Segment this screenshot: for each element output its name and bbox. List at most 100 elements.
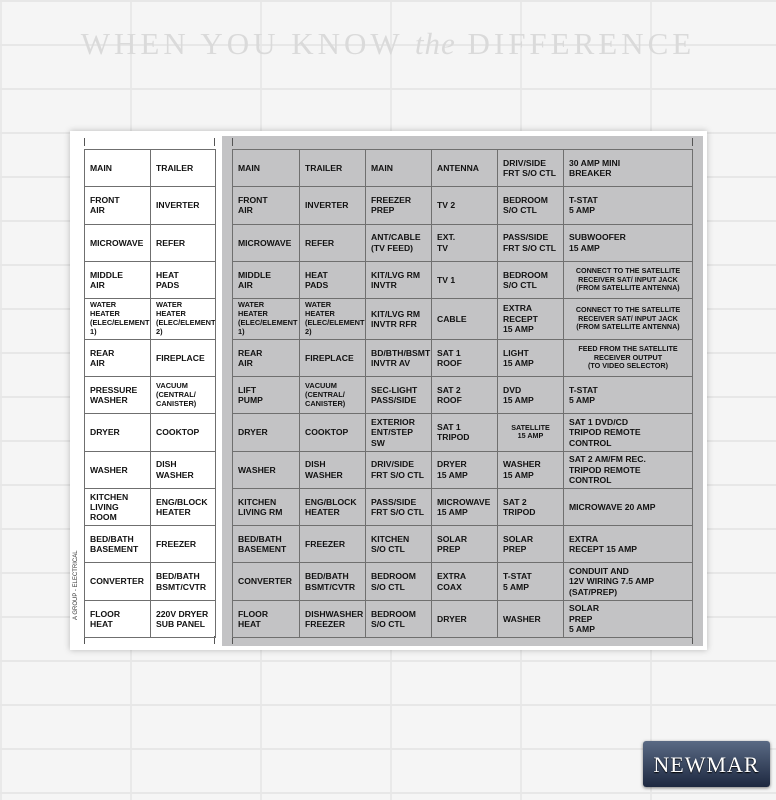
slogan-banner: WHEN YOU KNOW the DIFFERENCE xyxy=(0,26,776,62)
table-cell: BEDROOM S/O CTL xyxy=(365,599,432,639)
table-cell: MAIN xyxy=(365,148,432,188)
table-cell: BEDROOM S/O CTL xyxy=(365,562,432,601)
table-cell: FREEZER PREP xyxy=(365,186,432,225)
table-row: FRONT AIR INVERTER FREEZER PREP TV 2 BEDROOM… xyxy=(232,186,693,225)
table-row: DRYER COOKTOP EXTERIOR ENT/STEP SW SAT 1 TR… xyxy=(232,413,693,452)
table-cell: DISHWASHER FREEZER xyxy=(299,599,366,639)
table-row: FRONT AIR INVERTER xyxy=(84,186,216,225)
table-cell: FLOOR HEAT xyxy=(232,599,300,639)
table-cell: ENG/BLOCK HEATER xyxy=(150,487,216,527)
table-cell: WATER HEATER (ELEC/ELEMENT 2) xyxy=(150,298,216,340)
logo-text: NEWMAR xyxy=(653,752,760,777)
table-cell: REFER xyxy=(299,223,366,262)
crop-mark xyxy=(214,636,215,644)
table-cell: T-STAT 5 AMP xyxy=(497,562,564,601)
table-cell: BEDROOM S/O CTL xyxy=(497,186,564,225)
table-cell: 30 AMP MINI BREAKER xyxy=(563,148,693,188)
table-cell: EXTRA COAX xyxy=(431,562,498,601)
table-cell: REFER xyxy=(150,223,216,262)
table-cell: BED/BATH BASEMENT xyxy=(84,525,151,564)
table-cell: CONNECT TO THE SATELLITE RECEIVER SAT/ I… xyxy=(563,298,693,340)
table-row: WASHER DISH WASHER DRIV/SIDE FRT S/O CTL DR… xyxy=(232,450,693,489)
table-row: FLOOR HEAT 220V DRYER SUB PANEL xyxy=(84,599,216,639)
table-cell: WATER HEATER (ELEC/ELEMENT 1) xyxy=(84,298,151,340)
table-cell: SAT 2 TRIPOD xyxy=(497,487,564,527)
right-breaker-table: MAIN TRAILER MAIN ANTENNA DRIV/SIDE FRT S/O … xyxy=(232,148,693,639)
table-cell: SAT 1 TRIPOD xyxy=(431,413,498,452)
table-cell: SAT 2 AM/FM REC. TRIPOD REMOTE CONTROL xyxy=(563,450,693,489)
table-cell: TRAILER xyxy=(299,148,366,188)
table-cell: FLOOR HEAT xyxy=(84,599,151,639)
table-row: CONVERTER BED/BATH BSMT/CVTR BEDROOM S/O C… xyxy=(232,562,693,601)
table-cell: KITCHEN LIVING ROOM xyxy=(84,487,151,527)
table-cell: SATELLITE 15 AMP xyxy=(497,413,564,452)
table-cell: SAT 2 ROOF xyxy=(431,375,498,415)
table-cell: FREEZER xyxy=(299,525,366,564)
table-cell: VACUUM (CENTRAL/ CANISTER) xyxy=(299,375,366,415)
table-cell: BD/BTH/BSMT INVTR AV xyxy=(365,338,432,377)
side-label: A GROUP - ELECTRICAL xyxy=(73,550,79,620)
crop-mark xyxy=(84,138,85,146)
table-cell: WASHER xyxy=(497,599,564,639)
table-row: CONVERTER BED/BATH BSMT/CVTR xyxy=(84,562,216,601)
table-cell: T-STAT 5 AMP xyxy=(563,186,693,225)
table-cell: ANTENNA xyxy=(431,148,498,188)
table-cell: MAIN xyxy=(84,148,151,188)
table-cell: CONDUIT AND 12V WIRING 7.5 AMP (SAT/PREP… xyxy=(563,562,693,601)
table-cell: SUBWOOFER 15 AMP xyxy=(563,223,693,262)
table-cell: SEC-LIGHT PASS/SIDE xyxy=(365,375,432,415)
table-cell: PRESSURE WASHER xyxy=(84,375,151,415)
table-cell: MIDDLE AIR xyxy=(232,260,300,300)
table-row: REAR AIR FIREPLACE BD/BTH/BSMT INVTR AV SAT… xyxy=(232,338,693,377)
table-cell: EXTRA RECEPT 15 AMP xyxy=(497,298,564,340)
left-breaker-table: MAIN TRAILER FRONT AIR INVERTER MICROWAVE REF… xyxy=(84,148,216,639)
table-cell: SOLAR PREP 5 AMP xyxy=(563,599,693,639)
table-cell: WATER HEATER (ELEC/ELEMENT 2) xyxy=(299,298,366,340)
table-row: KITCHEN LIVING ROOM ENG/BLOCK HEATER xyxy=(84,487,216,527)
table-cell: ENG/BLOCK HEATER xyxy=(299,487,366,527)
table-cell: COOKTOP xyxy=(299,413,366,452)
table-cell: FRONT AIR xyxy=(84,186,151,225)
crop-mark xyxy=(232,636,233,644)
table-cell: DVD 15 AMP xyxy=(497,375,564,415)
table-cell: INVERTER xyxy=(150,186,216,225)
table-cell: HEAT PADS xyxy=(150,260,216,300)
table-row: PRESSURE WASHER VACUUM (CENTRAL/ CANISTER… xyxy=(84,375,216,415)
table-cell: WASHER xyxy=(84,450,151,489)
table-cell: MICROWAVE xyxy=(232,223,300,262)
table-cell: INVERTER xyxy=(299,186,366,225)
right-table-body: MAIN TRAILER MAIN ANTENNA DRIV/SIDE FRT S/O … xyxy=(232,148,693,639)
crop-mark xyxy=(84,636,85,644)
table-cell: CABLE xyxy=(431,298,498,340)
table-cell: EXTRA RECEPT 15 AMP xyxy=(563,525,693,564)
table-row: WATER HEATER (ELEC/ELEMENT 1) WATER HEATE… xyxy=(84,298,216,340)
table-cell: CONVERTER xyxy=(232,562,300,601)
table-cell: SOLAR PREP xyxy=(497,525,564,564)
table-cell: COOKTOP xyxy=(150,413,216,452)
table-row: WASHER DISH WASHER xyxy=(84,450,216,489)
table-row: MAIN TRAILER xyxy=(84,148,216,188)
table-cell: TV 1 xyxy=(431,260,498,300)
table-cell: DRYER xyxy=(84,413,151,452)
table-cell: MAIN xyxy=(232,148,300,188)
table-cell: KITCHEN LIVING RM xyxy=(232,487,300,527)
table-row: DRYER COOKTOP xyxy=(84,413,216,452)
table-cell: BEDROOM S/O CTL xyxy=(497,260,564,300)
table-cell: TV 2 xyxy=(431,186,498,225)
table-cell: DRYER xyxy=(431,599,498,639)
table-cell: PASS/SIDE FRT S/O CTL xyxy=(365,487,432,527)
table-cell: PASS/SIDE FRT S/O CTL xyxy=(497,223,564,262)
table-row: MICROWAVE REFER ANT/CABLE (TV FEED) EXT. TV… xyxy=(232,223,693,262)
table-cell: SOLAR PREP xyxy=(431,525,498,564)
crop-mark xyxy=(232,138,233,146)
table-row: FLOOR HEAT DISHWASHER FREEZER BEDROOM S/O … xyxy=(232,599,693,639)
table-cell: 220V DRYER SUB PANEL xyxy=(150,599,216,639)
left-table-body: MAIN TRAILER FRONT AIR INVERTER MICROWAVE REF… xyxy=(84,148,216,639)
table-row: BED/BATH BASEMENT FREEZER xyxy=(84,525,216,564)
table-cell: FEED FROM THE SATELLITE RECEIVER OUTPUT … xyxy=(563,338,693,377)
table-row: MICROWAVE REFER xyxy=(84,223,216,262)
table-cell: DRIV/SIDE FRT S/O CTL xyxy=(497,148,564,188)
table-cell: MIDDLE AIR xyxy=(84,260,151,300)
table-row: REAR AIR FIREPLACE xyxy=(84,338,216,377)
table-cell: WASHER xyxy=(232,450,300,489)
